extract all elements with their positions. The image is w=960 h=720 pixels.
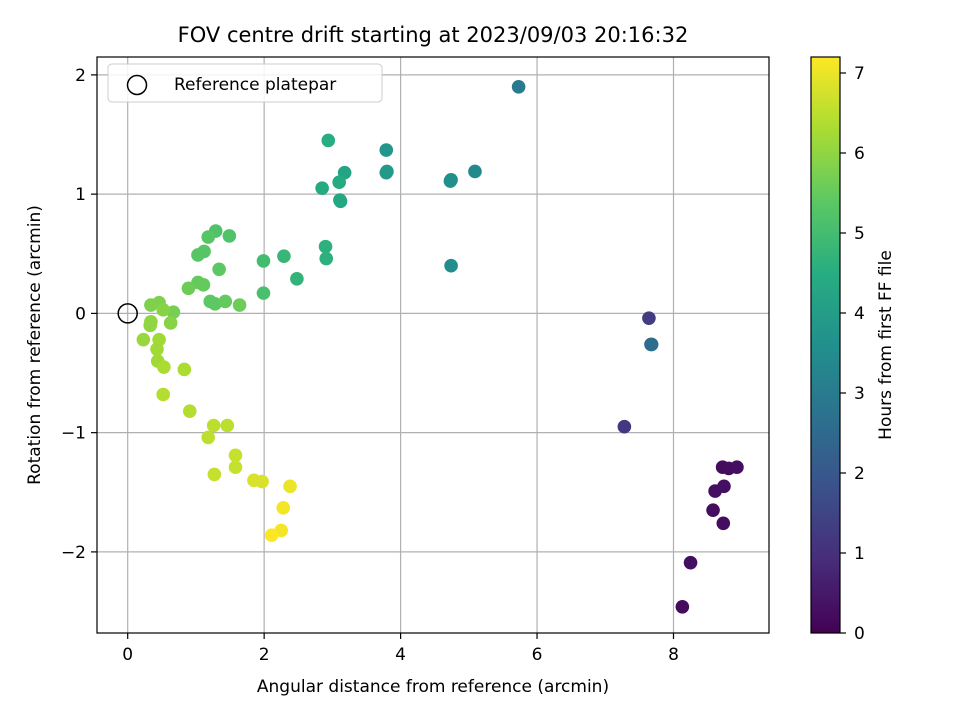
x-axis-ticks: 0 2 4 6 8 bbox=[122, 633, 679, 665]
data-point bbox=[201, 230, 216, 244]
data-point bbox=[156, 387, 170, 402]
x-tick-label: 2 bbox=[259, 645, 270, 665]
data-point bbox=[144, 298, 158, 312]
reference-marker bbox=[117, 303, 138, 324]
legend-reference-marker-icon bbox=[126, 74, 148, 96]
data-point bbox=[444, 258, 458, 273]
data-point bbox=[157, 360, 171, 374]
data-point bbox=[201, 430, 216, 445]
data-point bbox=[675, 599, 690, 614]
legend-label: Reference platepar bbox=[174, 75, 336, 95]
chart-title: FOV centre drift starting at 2023/09/03 … bbox=[178, 23, 689, 47]
colorbar-tick-label: 6 bbox=[854, 144, 865, 164]
colorbar-tick-label: 4 bbox=[854, 304, 865, 324]
y-tick-label: 0 bbox=[75, 304, 86, 324]
data-point bbox=[290, 272, 304, 286]
data-point bbox=[511, 80, 526, 94]
y-tick-label: −2 bbox=[61, 543, 86, 563]
data-point bbox=[228, 448, 243, 463]
data-point bbox=[717, 479, 731, 494]
colorbar-tick-label: 7 bbox=[854, 64, 865, 84]
data-point bbox=[379, 143, 394, 157]
colorbar-frame bbox=[810, 56, 841, 634]
data-point bbox=[182, 404, 197, 418]
data-point bbox=[136, 332, 151, 347]
data-point bbox=[191, 248, 205, 262]
data-point bbox=[319, 251, 334, 266]
data-point bbox=[177, 362, 192, 377]
x-tick-label: 6 bbox=[532, 645, 543, 665]
data-point bbox=[716, 516, 731, 531]
colorbar-gradient bbox=[811, 57, 840, 633]
data-point bbox=[156, 303, 170, 317]
data-point bbox=[143, 318, 158, 333]
colorbar-tick-label: 1 bbox=[854, 544, 865, 564]
reference-marker-group bbox=[117, 303, 138, 324]
y-tick-label: 2 bbox=[75, 66, 86, 86]
data-point bbox=[181, 281, 196, 296]
data-point bbox=[644, 337, 659, 352]
legend: Reference platepar bbox=[107, 63, 383, 103]
y-axis-label: Rotation from reference (arcmin) bbox=[25, 205, 45, 485]
colorbar-tick-label: 5 bbox=[854, 224, 865, 244]
data-point bbox=[255, 474, 269, 489]
data-point bbox=[220, 418, 235, 433]
x-axis-label: Angular distance from reference (arcmin) bbox=[257, 677, 609, 697]
data-point bbox=[683, 555, 698, 570]
data-point bbox=[218, 294, 233, 309]
data-point bbox=[196, 277, 211, 292]
data-point bbox=[256, 254, 271, 268]
x-tick-label: 0 bbox=[122, 645, 133, 665]
colorbar-ticks: 0 1 2 3 4 5 6 7 bbox=[840, 64, 865, 644]
data-point bbox=[321, 133, 336, 148]
data-point bbox=[276, 500, 291, 515]
data-point bbox=[166, 305, 181, 320]
data-point bbox=[617, 419, 632, 434]
x-tick-label: 4 bbox=[395, 645, 406, 665]
data-point bbox=[264, 528, 279, 543]
data-point bbox=[212, 262, 226, 277]
y-tick-label: −1 bbox=[61, 424, 86, 444]
data-point bbox=[207, 467, 222, 482]
data-point bbox=[256, 286, 271, 300]
data-point bbox=[163, 316, 178, 330]
data-point bbox=[150, 342, 164, 356]
data-point bbox=[333, 194, 348, 209]
data-point bbox=[468, 164, 482, 179]
data-point bbox=[232, 298, 247, 312]
y-axis-ticks: −2 −1 0 1 2 bbox=[61, 66, 97, 563]
data-point bbox=[222, 229, 237, 243]
colorbar: 0 1 2 3 4 5 6 7 Hours from first FF file bbox=[810, 56, 896, 644]
data-point bbox=[277, 249, 291, 263]
legend-box bbox=[107, 63, 383, 103]
data-point bbox=[318, 239, 333, 254]
y-tick-label: 1 bbox=[75, 185, 86, 205]
colorbar-tick-label: 3 bbox=[854, 384, 865, 404]
data-point bbox=[208, 297, 222, 311]
x-tick-label: 8 bbox=[668, 645, 679, 665]
data-point bbox=[206, 418, 221, 433]
data-point bbox=[706, 503, 720, 517]
data-point bbox=[332, 175, 346, 190]
colorbar-label: Hours from first FF file bbox=[876, 250, 896, 440]
colorbar-tick-label: 2 bbox=[854, 464, 865, 484]
plot-frame bbox=[96, 56, 770, 634]
data-point bbox=[380, 164, 394, 179]
colorbar-tick-label: 0 bbox=[854, 624, 865, 644]
data-points bbox=[136, 80, 744, 614]
data-point bbox=[228, 460, 243, 475]
grid-lines bbox=[97, 57, 769, 633]
data-point bbox=[730, 460, 744, 475]
data-point bbox=[315, 181, 329, 195]
data-point bbox=[283, 479, 297, 494]
data-point bbox=[642, 311, 656, 325]
data-point bbox=[444, 173, 458, 187]
